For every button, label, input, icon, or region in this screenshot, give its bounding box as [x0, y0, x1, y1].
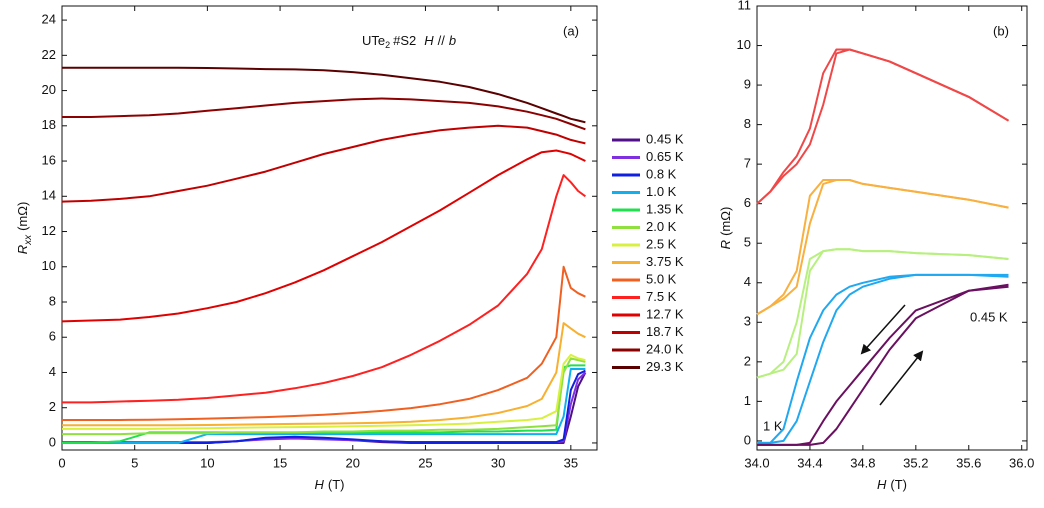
compound-subscript: 2 [385, 40, 390, 50]
legend-label: 1.35 K [646, 201, 684, 216]
compound: UTe [362, 33, 385, 48]
curve [756, 48, 1010, 205]
y-label-unit: (mΩ) [15, 202, 30, 231]
y-tick-label: 24 [42, 12, 56, 27]
plot-frame [61, 5, 598, 451]
legend-label: 7.5 K [646, 289, 677, 304]
y-tick-label: 10 [737, 37, 751, 52]
x-tick-label: 34.0 [744, 455, 769, 470]
x-axis-label: H (T) [877, 477, 907, 492]
y-tick-label: 10 [42, 258, 56, 273]
legend-label: 2.5 K [646, 236, 677, 251]
y-tick-label: 6 [744, 195, 751, 210]
x-tick-label: 10 [200, 455, 214, 470]
arrow-down-sweep [860, 304, 906, 355]
y-tick-label: 7 [744, 156, 751, 171]
curve [62, 353, 586, 430]
y-tick-label: 12 [42, 223, 56, 238]
arrow-up-sweep [879, 350, 924, 406]
y-tick-label: 11 [738, 0, 752, 12]
y-tick-label: 14 [42, 188, 56, 203]
x-tick-label: 20 [346, 455, 360, 470]
y-tick-label: 16 [42, 152, 56, 167]
y-tick-label: 2 [744, 353, 751, 368]
legend-label: 24.0 K [646, 341, 684, 356]
y-tick-label: 8 [744, 116, 751, 131]
y-label-symbol: R [15, 245, 30, 254]
y-tick-label: 6 [49, 329, 56, 344]
y-tick-label: 20 [42, 82, 56, 97]
curve [62, 322, 586, 427]
y-tick-label: 18 [42, 117, 56, 132]
curve [62, 174, 586, 404]
y-axis-label: R (mΩ) [718, 207, 733, 250]
panel-label: (b) [993, 23, 1009, 38]
x-axis-label: H (T) [315, 477, 345, 492]
y-tick-label: 3 [744, 314, 751, 329]
legend-label: 0.45 K [646, 131, 684, 146]
y-tick-label: 9 [744, 77, 751, 92]
curve [62, 265, 586, 421]
sample: #S2 [393, 33, 416, 48]
curve [62, 97, 586, 131]
x-tick-label: 25 [418, 455, 432, 470]
y-tick-label: 1 [744, 393, 751, 408]
plot-frame [756, 5, 1028, 451]
curve [757, 273, 1009, 444]
y-tick-label: 8 [49, 293, 56, 308]
x-tick-label: 36.0 [1009, 455, 1034, 470]
y-tick-label: 4 [49, 364, 56, 379]
legend-label: 3.75 K [646, 254, 684, 269]
curve [62, 66, 586, 124]
curve [757, 283, 1009, 446]
legend-label: 2.0 K [646, 219, 677, 234]
curve-annotation: 0.45 K [970, 309, 1008, 324]
legend-label: 18.7 K [646, 324, 684, 339]
curve [756, 48, 1010, 205]
legend-label: 5.0 K [646, 271, 677, 286]
x-tick-label: 35 [564, 455, 578, 470]
curve [756, 248, 1009, 379]
x-tick-label: 5 [131, 455, 138, 470]
panel-label: (a) [563, 23, 579, 38]
y-tick-label: 2 [49, 399, 56, 414]
y-axis-label: Rxx (mΩ) [15, 202, 33, 255]
field: H [424, 33, 434, 48]
y-label-subscript: xx [23, 234, 34, 246]
legend-label: 0.8 K [646, 166, 677, 181]
y-tick-label: 0 [49, 434, 56, 449]
x-tick-label: 15 [273, 455, 287, 470]
x-label-unit: (T) [328, 477, 345, 492]
x-tick-label: 30 [491, 455, 505, 470]
x-tick-label: 34.4 [797, 455, 822, 470]
x-tick-label: 0 [58, 455, 65, 470]
curve [756, 179, 1009, 316]
y-tick-label: 22 [42, 47, 56, 62]
y-label-unit: (mΩ) [718, 207, 733, 236]
y-tick-label: 0 [744, 432, 751, 447]
x-tick-label: 35.6 [956, 455, 981, 470]
curve [62, 357, 586, 436]
legend-label: 12.7 K [646, 306, 684, 321]
legend-label: 29.3 K [646, 359, 684, 374]
y-tick-label: 5 [744, 235, 751, 250]
x-tick-label: 34.8 [850, 455, 875, 470]
y-label-symbol: R [718, 240, 733, 249]
curve [61, 124, 586, 203]
legend-label: 0.65 K [646, 149, 684, 164]
y-tick-label: 4 [744, 274, 751, 289]
relation: // [438, 33, 446, 48]
axis: b [449, 33, 456, 48]
annotation: UTe2 #S2 H //b [362, 33, 456, 50]
curve [62, 368, 586, 444]
legend-label: 1.0 K [646, 184, 677, 199]
x-label-symbol: H [315, 477, 325, 492]
x-label-symbol: H [877, 477, 887, 492]
curve [61, 149, 586, 323]
x-tick-label: 35.2 [903, 455, 928, 470]
x-label-unit: (T) [890, 477, 907, 492]
curve-annotation: 1 K [763, 418, 783, 433]
